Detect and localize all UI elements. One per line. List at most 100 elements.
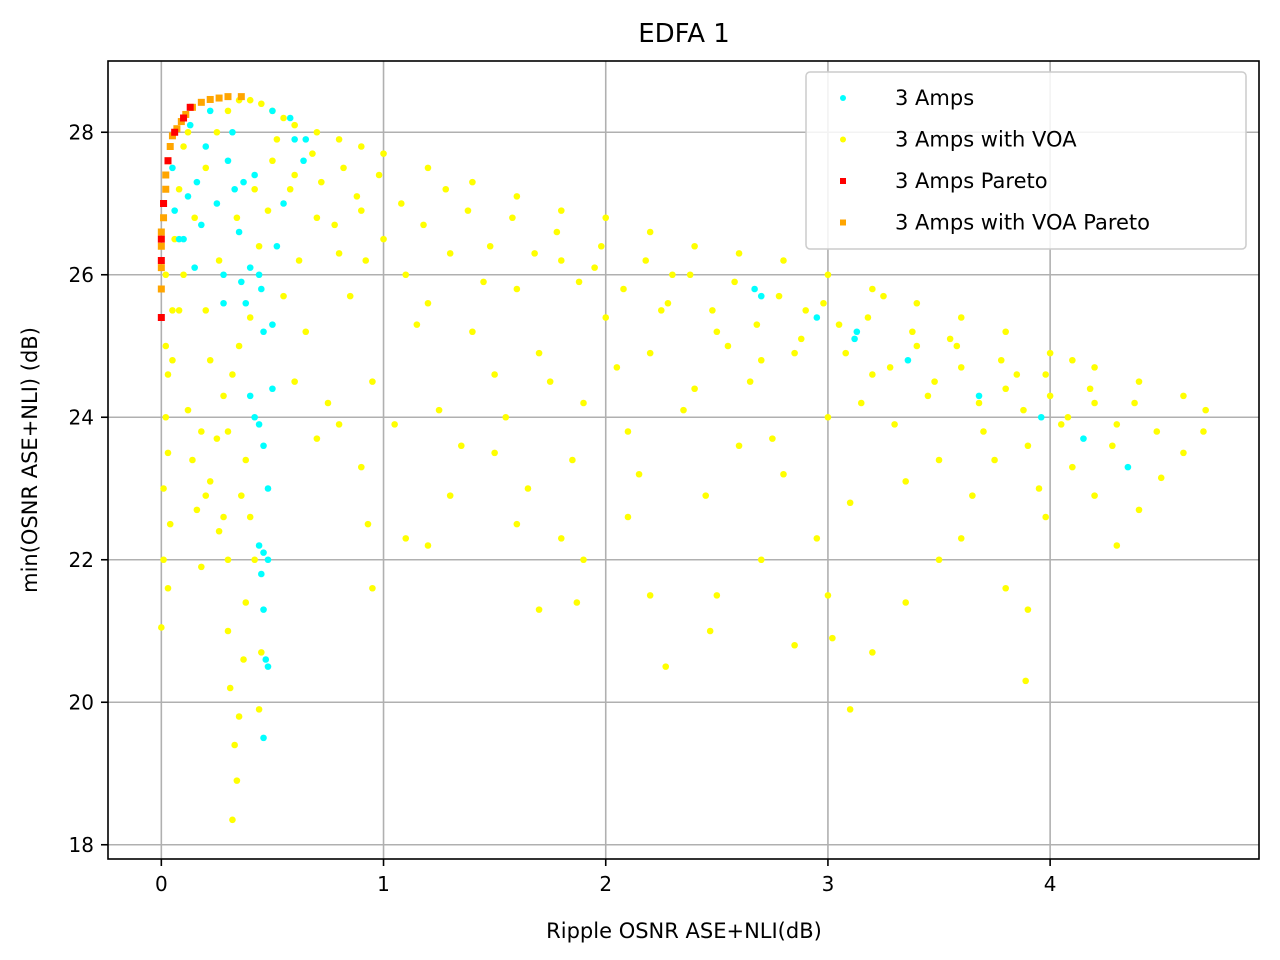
data-point (1202, 406, 1209, 414)
data-point (902, 599, 910, 606)
legend-marker (840, 95, 846, 101)
data-point (364, 520, 372, 528)
data-point (702, 492, 710, 499)
data-point (573, 599, 581, 606)
data-point (769, 435, 776, 442)
data-point (280, 200, 287, 207)
data-point (957, 364, 965, 371)
data-point (258, 285, 265, 293)
data-point (1080, 435, 1087, 442)
data-point (164, 584, 172, 592)
data-point (291, 171, 298, 179)
data-point (224, 428, 232, 435)
data-point (160, 485, 167, 492)
data-point (486, 242, 494, 250)
data-point (791, 349, 798, 357)
data-point (575, 278, 583, 286)
data-point (193, 506, 201, 514)
data-point (162, 342, 170, 350)
data-point (424, 299, 432, 307)
data-point (569, 456, 576, 464)
data-point (224, 107, 232, 115)
data-point (220, 299, 227, 307)
data-point (1024, 606, 1032, 613)
data-point (913, 299, 921, 307)
data-point (251, 413, 258, 421)
data-point (1153, 428, 1161, 435)
data-point (340, 164, 347, 172)
data-point (198, 221, 205, 229)
data-point (286, 114, 294, 122)
data-point (162, 413, 170, 421)
data-point (269, 107, 276, 115)
data-point (851, 335, 858, 343)
data-point (975, 392, 983, 400)
legend: 3 Amps 3 Amps with VOA 3 Amps Pareto 3 Amps… (805, 71, 1247, 250)
data-point (602, 214, 610, 222)
data-point (402, 271, 410, 279)
data-point (751, 285, 758, 293)
data-point (302, 136, 310, 143)
data-point (757, 356, 765, 364)
data-point (706, 627, 714, 635)
data-point (157, 264, 165, 272)
data-point (1113, 421, 1121, 428)
data-point (171, 128, 179, 136)
data-point (206, 478, 214, 485)
data-point (1002, 328, 1009, 336)
data-point (229, 371, 236, 378)
data-point (731, 278, 738, 286)
data-point (602, 314, 610, 321)
data-point (646, 349, 654, 357)
data-point (353, 193, 361, 200)
data-point (1002, 385, 1009, 393)
data-point (580, 556, 587, 564)
data-point (635, 470, 643, 478)
data-point (997, 356, 1005, 364)
data-point (1131, 399, 1138, 407)
data-point (402, 535, 410, 542)
data-point (597, 242, 605, 250)
chart-title: EDFA 1 (638, 19, 730, 49)
data-point (369, 378, 376, 385)
data-point (206, 107, 214, 115)
data-point (531, 250, 538, 257)
data-point (255, 706, 263, 713)
data-point (335, 421, 343, 428)
data-point (797, 335, 805, 343)
data-point (824, 413, 832, 421)
data-point (264, 556, 272, 564)
data-point (235, 713, 243, 720)
data-point (246, 96, 254, 104)
data-point (957, 314, 965, 321)
data-point (251, 185, 258, 193)
data-point (991, 456, 998, 464)
data-point (869, 285, 876, 293)
data-point (1086, 385, 1094, 393)
data-point (202, 492, 210, 499)
data-point (624, 428, 632, 435)
data-point (238, 492, 245, 499)
data-point (255, 242, 263, 250)
data-point (1046, 349, 1054, 357)
data-point (1002, 584, 1009, 592)
data-point (180, 114, 188, 122)
data-point (246, 392, 254, 400)
data-point (300, 157, 307, 165)
data-point (513, 285, 521, 293)
data-point (369, 584, 376, 592)
data-point (813, 314, 821, 321)
data-point (980, 428, 987, 435)
y-tick-label: 22 (69, 548, 94, 572)
data-point (709, 307, 716, 314)
x-tick-label: 0 (155, 872, 168, 896)
data-point (198, 428, 205, 435)
data-point (215, 527, 223, 535)
data-point (864, 314, 872, 321)
data-point (246, 264, 254, 271)
data-point (157, 235, 165, 243)
data-point (231, 185, 238, 193)
data-point (1022, 677, 1029, 685)
data-point (184, 128, 192, 136)
data-point (157, 228, 165, 236)
